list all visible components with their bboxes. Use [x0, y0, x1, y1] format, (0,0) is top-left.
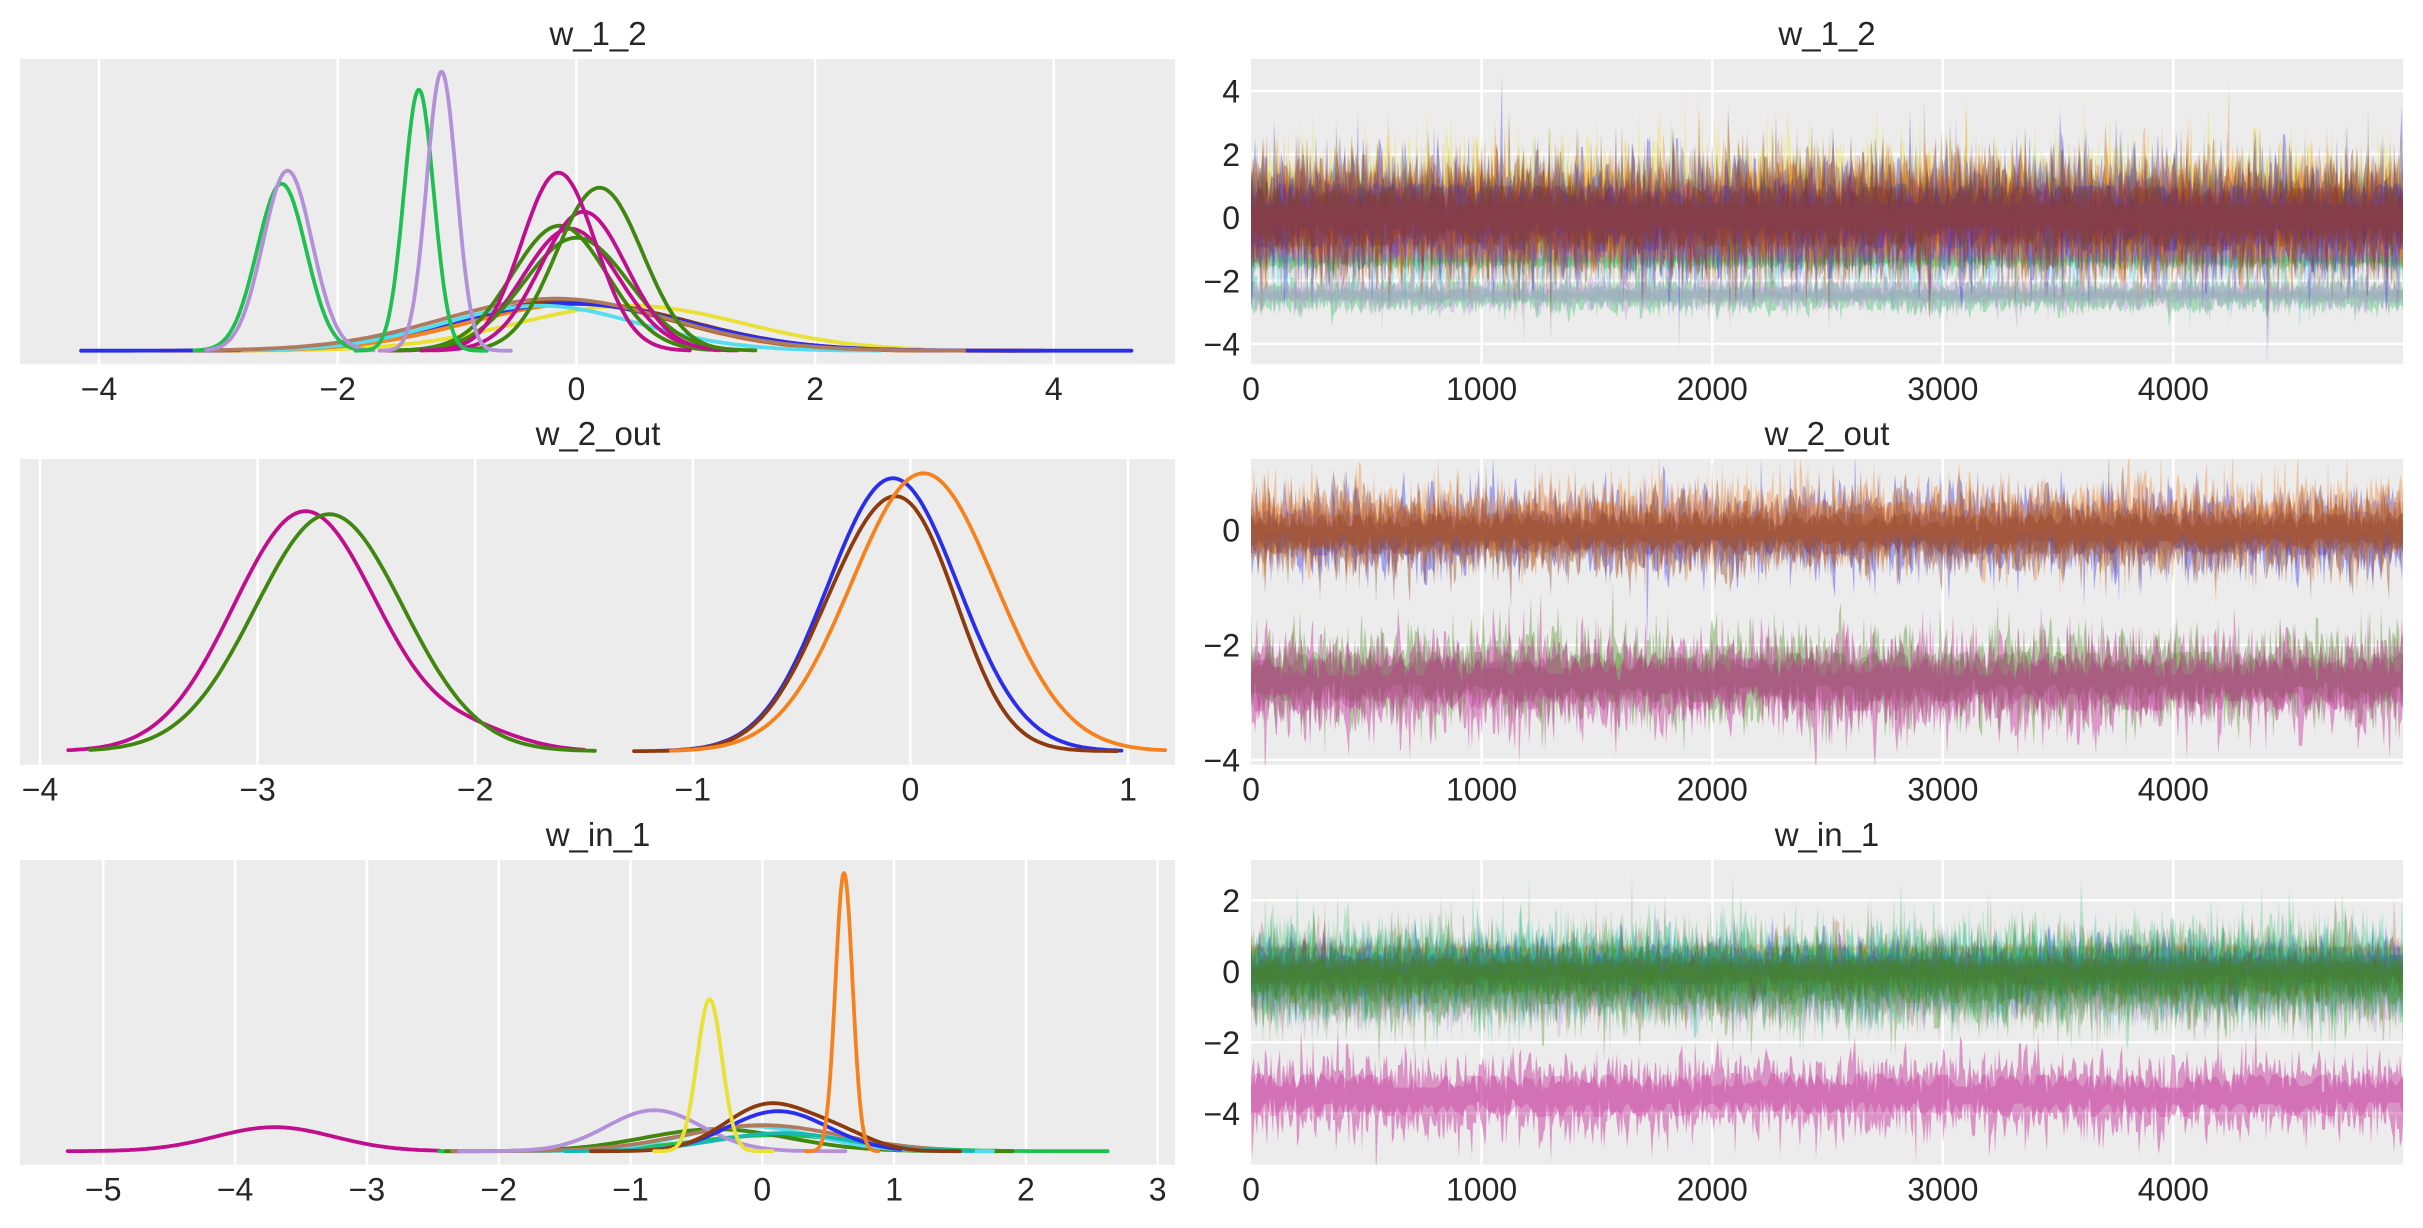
svg-text:−4: −4: [217, 1171, 253, 1207]
svg-text:−5: −5: [85, 1171, 121, 1207]
svg-text:0: 0: [1222, 954, 1240, 990]
svg-text:0: 0: [568, 371, 586, 407]
svg-text:−2: −2: [319, 371, 355, 407]
svg-text:−3: −3: [239, 771, 275, 807]
svg-text:1000: 1000: [1446, 371, 1517, 407]
svg-text:2: 2: [1222, 137, 1240, 173]
svg-text:0: 0: [1222, 513, 1240, 549]
svg-text:0: 0: [1242, 771, 1260, 807]
svg-text:−2: −2: [480, 1171, 516, 1207]
svg-text:3000: 3000: [1907, 371, 1978, 407]
svg-text:0: 0: [1242, 371, 1260, 407]
svg-text:−2: −2: [1204, 263, 1240, 299]
svg-text:−4: −4: [1204, 742, 1240, 778]
svg-text:w_in_1: w_in_1: [1774, 816, 1880, 853]
svg-text:4000: 4000: [2138, 771, 2209, 807]
svg-text:−1: −1: [612, 1171, 648, 1207]
svg-text:4: 4: [1045, 371, 1063, 407]
svg-text:3000: 3000: [1907, 771, 1978, 807]
svg-text:−4: −4: [1204, 1096, 1240, 1132]
svg-text:3000: 3000: [1907, 1171, 1978, 1207]
svg-text:w_1_2: w_1_2: [548, 15, 646, 52]
svg-text:4000: 4000: [2138, 371, 2209, 407]
svg-text:w_in_1: w_in_1: [545, 816, 651, 853]
svg-text:2000: 2000: [1677, 371, 1748, 407]
svg-text:2: 2: [806, 371, 824, 407]
svg-text:−3: −3: [349, 1171, 385, 1207]
svg-text:0: 0: [1222, 200, 1240, 236]
svg-text:2: 2: [1017, 1171, 1035, 1207]
svg-text:4000: 4000: [2138, 1171, 2209, 1207]
svg-text:w_2_out: w_2_out: [535, 415, 661, 452]
svg-text:3: 3: [1149, 1171, 1167, 1207]
svg-text:2: 2: [1222, 883, 1240, 919]
svg-text:−2: −2: [1204, 1025, 1240, 1061]
svg-text:0: 0: [753, 1171, 771, 1207]
svg-text:−4: −4: [22, 771, 58, 807]
svg-text:2000: 2000: [1677, 771, 1748, 807]
svg-text:1: 1: [1119, 771, 1137, 807]
svg-text:4: 4: [1222, 74, 1240, 110]
svg-text:0: 0: [1242, 1171, 1260, 1207]
svg-text:2000: 2000: [1677, 1171, 1748, 1207]
svg-text:−4: −4: [1204, 327, 1240, 363]
svg-text:1000: 1000: [1446, 1171, 1517, 1207]
svg-text:−1: −1: [675, 771, 711, 807]
svg-text:1: 1: [885, 1171, 903, 1207]
svg-text:w_2_out: w_2_out: [1764, 415, 1890, 452]
svg-text:0: 0: [902, 771, 920, 807]
svg-text:−2: −2: [1204, 628, 1240, 664]
svg-text:−4: −4: [81, 371, 117, 407]
svg-text:1000: 1000: [1446, 771, 1517, 807]
svg-text:−2: −2: [457, 771, 493, 807]
svg-text:w_1_2: w_1_2: [1777, 15, 1875, 52]
